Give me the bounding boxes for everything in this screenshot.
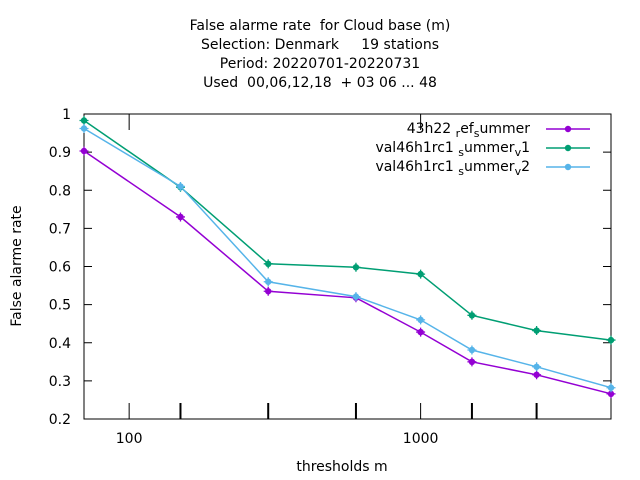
series-2-point-cross: [79, 115, 89, 125]
series-1-point-cross: [263, 286, 273, 296]
series-2-point-cross: [416, 269, 426, 279]
series-2-point-cross: [263, 259, 273, 269]
series-3-point-cross: [467, 345, 477, 355]
legend-marker-2: [564, 144, 572, 152]
legend-marker-1: [564, 125, 572, 133]
chart-title-line-2: Selection: Denmark 19 stations: [200, 37, 440, 53]
y-tick-label: 0.3: [49, 374, 71, 390]
y-tick-label: 0.6: [49, 260, 71, 276]
series-2-line: [83, 119, 612, 341]
series-3-point-cross: [532, 362, 542, 372]
y-tick-label: 0.4: [49, 336, 71, 352]
legend-marker-3: [564, 163, 572, 171]
y-tick-label: 0.5: [49, 298, 71, 314]
series-1-point-cross: [79, 146, 89, 156]
series-1-point-cross: [416, 327, 426, 337]
series-1-line: [83, 150, 612, 395]
y-axis-label: False alarme rate: [9, 205, 25, 326]
series-2-point-cross: [351, 262, 361, 272]
legend-label-1: 43h22 refsummer: [407, 121, 531, 140]
series-2-point-cross: [606, 335, 616, 345]
legend-label-2: val46h1rc1 summerv1: [375, 140, 530, 159]
legend-label-3: val46h1rc1 summerv2: [375, 159, 530, 178]
axes-group: 0.2 0.3 0.4 0.5 0.6 0.7 0.8 0.9 1 100 1000: [49, 107, 612, 447]
series-3-point-cross: [416, 315, 426, 325]
series-3-point-cross: [351, 292, 361, 302]
series-3-point-cross: [175, 181, 185, 191]
series-2-point-cross: [532, 326, 542, 336]
series-1-point-cross: [467, 357, 477, 367]
x-tick-label: 100: [116, 431, 143, 447]
y-tick-label: 1: [62, 107, 71, 123]
y-tick-label: 0.9: [49, 145, 71, 161]
series-3-line: [83, 127, 612, 389]
series-2-point-cross: [467, 310, 477, 320]
chart-title-line-4: Used 00,06,12,18 + 03 06 ... 48: [203, 75, 437, 91]
y-tick-label: 0.2: [49, 412, 71, 428]
series-3-point-cross: [263, 277, 273, 287]
series-3-point-cross: [79, 123, 89, 133]
series-1-point-cross: [532, 370, 542, 380]
series-group: [79, 115, 616, 399]
series-1-point-cross: [175, 212, 185, 222]
y-tick-label: 0.8: [49, 183, 71, 199]
y-tick-label: 0.7: [49, 221, 71, 237]
x-axis-label: thresholds m: [296, 459, 387, 475]
chart-title-line-3: Period: 20220701-20220731: [219, 56, 421, 72]
x-tick-label: 1000: [403, 431, 439, 447]
chart-title-line-1: False alarme rate for Cloud base (m): [189, 18, 451, 34]
series-3-point-cross: [606, 383, 616, 393]
